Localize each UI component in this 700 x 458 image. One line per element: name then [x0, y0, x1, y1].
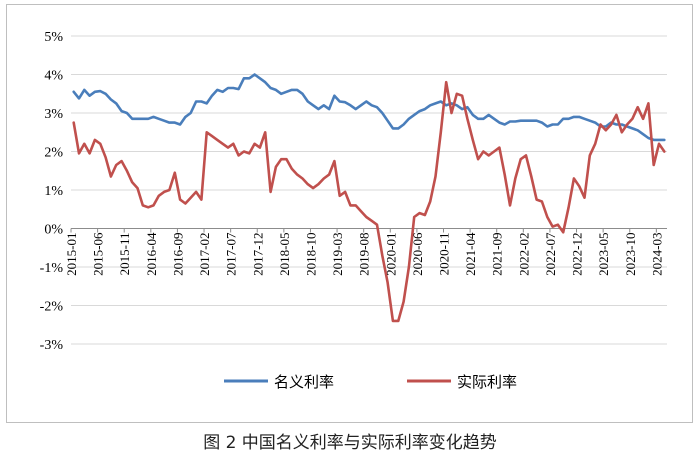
x-tick-label: 2021-09 — [490, 233, 505, 276]
x-tick-label: 2023-05 — [596, 233, 611, 276]
x-tick-label: 2017-07 — [224, 232, 239, 276]
x-tick-label: 2022-07 — [543, 232, 558, 276]
x-tick-label: 2017-02 — [197, 233, 212, 276]
line-chart: 5%4%3%2%1%0%-1%-2%-3% 2015-01 2015-06 2015… — [40, 30, 667, 391]
x-axis-ticks: 2015-01 2015-06 2015-11 2016-04 2016-09 2017-… — [64, 228, 664, 276]
y-tick-label: 3% — [44, 107, 63, 122]
y-tick-label: -3% — [40, 338, 64, 353]
x-tick-label: 2022-12 — [570, 233, 585, 276]
x-tick-label: 2022-02 — [516, 233, 531, 276]
legend: 名义利率 实际利率 — [224, 373, 517, 391]
x-tick-label: 2015-06 — [91, 232, 106, 276]
x-tick-label: 2020-11 — [437, 233, 452, 276]
y-tick-label: -1% — [40, 261, 64, 276]
x-tick-label: 2024-03 — [649, 233, 664, 276]
series-lines — [72, 73, 666, 323]
y-tick-label: 4% — [44, 69, 63, 84]
y-tick-label: 5% — [44, 30, 63, 45]
legend-label-real-rate: 实际利率 — [457, 373, 517, 391]
x-tick-label: 2015-11 — [117, 233, 132, 276]
series-line-nominal-rate — [72, 73, 666, 142]
x-tick-label: 2023-10 — [623, 233, 638, 276]
y-tick-label: -2% — [40, 300, 64, 315]
x-tick-label: 2019-08 — [357, 233, 372, 276]
x-tick-label: 2018-10 — [304, 233, 319, 276]
x-tick-label: 2020-06 — [410, 232, 425, 276]
x-tick-label: 2016-09 — [170, 233, 185, 276]
x-axis — [71, 228, 667, 229]
figure-caption: 图 2 中国名义利率与实际利率变化趋势 — [203, 433, 497, 453]
x-tick-label: 2016-04 — [144, 232, 159, 276]
x-tick-label: 2018-05 — [277, 233, 292, 276]
gridlines — [71, 35, 667, 345]
x-tick-label: 2021-04 — [463, 232, 478, 276]
x-tick-label: 2015-01 — [64, 233, 79, 276]
series-line-real-rate — [72, 80, 666, 323]
legend-label-nominal-rate: 名义利率 — [274, 373, 334, 391]
x-tick-label: 2019-03 — [330, 233, 345, 276]
y-tick-label: 1% — [44, 184, 63, 199]
chart-frame: 5% 4% 3% 2% 1% 0% -1% -2% -3% 2015-01 2015-06 2015… — [6, 4, 693, 423]
x-tick-label: 2017-12 — [250, 233, 265, 276]
y-tick-label: 2% — [44, 146, 63, 161]
y-axis-ticks: 5% 4% 3% 2% 1% 0% -1% -2% -3% — [40, 30, 64, 353]
y-tick-label: 0% — [44, 223, 63, 238]
x-tick-label: 2020-01 — [383, 233, 398, 276]
